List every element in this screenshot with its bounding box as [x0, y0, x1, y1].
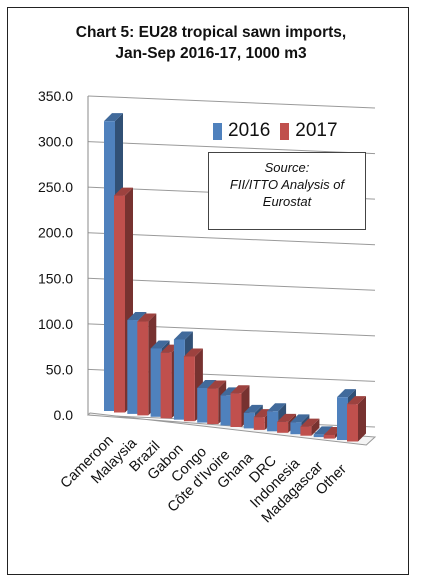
source-line-1: Source:: [264, 160, 310, 175]
y-tick-label: 200.0: [38, 225, 73, 241]
legend-item-2017: 2017: [280, 120, 338, 142]
y-tick-label: 100.0: [38, 316, 73, 332]
y-tick-label: 50.0: [46, 361, 73, 377]
gridline: [87, 232, 376, 246]
legend-swatch-2016: [213, 122, 222, 140]
bars-layer: [104, 113, 366, 442]
source-line-2: FII/ITTO Analysis of: [229, 177, 345, 192]
legend-label-2017: 2017: [295, 120, 338, 141]
legend-label-2016: 2016: [228, 120, 271, 141]
source-annotation: Source: FII/ITTO Analysis of Eurostat: [208, 152, 366, 230]
gridline: [87, 277, 376, 291]
y-tick-label: 150.0: [38, 270, 73, 286]
chart-floor: [86, 412, 377, 446]
y-tick-label: 300.0: [38, 134, 73, 150]
legend-swatch-2017: [280, 122, 290, 140]
y-axis: 0.0 50.0 100.0 150.0 200.0 250.0 300.0 350.0: [38, 88, 73, 423]
y-tick-label: 0.0: [54, 407, 74, 423]
y-tick-label: 250.0: [38, 179, 73, 195]
chart-title: Chart 5: EU28 tropical sawn imports, Jan…: [75, 24, 347, 62]
legend: 2016 2017: [213, 119, 348, 143]
legend-item-2016: 2016: [213, 120, 270, 142]
gridline: [87, 141, 376, 155]
y-tick-label: 350.0: [38, 88, 73, 104]
bar-2017-indonesia: [300, 418, 320, 436]
chart-frame: [7, 7, 409, 575]
gridline: [87, 95, 376, 109]
bar-2017-other: [347, 396, 366, 442]
source-line-3: Eurostat: [262, 194, 312, 209]
